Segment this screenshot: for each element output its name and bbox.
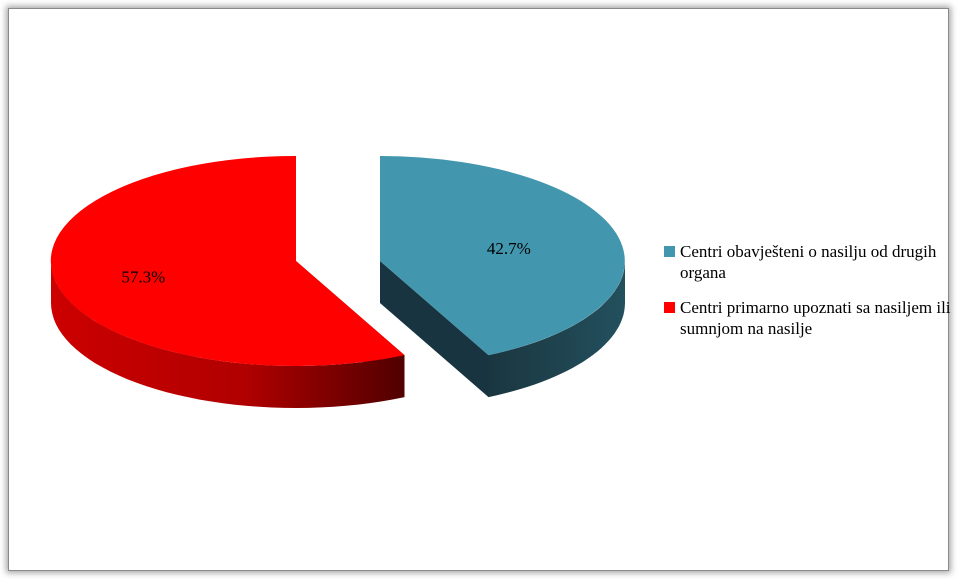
blue-slice-wall: [488, 261, 625, 398]
legend-item-blue: Centri obavješteni o nasilju od drugih o…: [664, 241, 954, 283]
pie-chart: 42.7% 57.3%: [50, 155, 625, 408]
legend: Centri obavješteni o nasilju od drugih o…: [664, 241, 954, 353]
legend-label-blue: Centri obavješteni o nasilju od drugih o…: [680, 242, 937, 282]
legend-label-red: Centri primarno upoznati sa nasiljem ili…: [680, 298, 951, 338]
blue-slice-label: 42.7%: [487, 239, 531, 258]
red-slice-label: 57.3%: [121, 267, 165, 286]
blue-slice-top: [380, 156, 625, 356]
legend-swatch-red: [664, 302, 675, 313]
legend-swatch-blue: [664, 246, 675, 257]
red-slice-top: [50, 155, 405, 366]
blue-slice-cut-face: [380, 261, 489, 398]
chart-frame: 42.7% 57.3% Centri obavješteni o nasilju …: [8, 8, 951, 571]
legend-item-red: Centri primarno upoznati sa nasiljem ili…: [664, 297, 954, 339]
red-slice-wall: [51, 261, 405, 408]
